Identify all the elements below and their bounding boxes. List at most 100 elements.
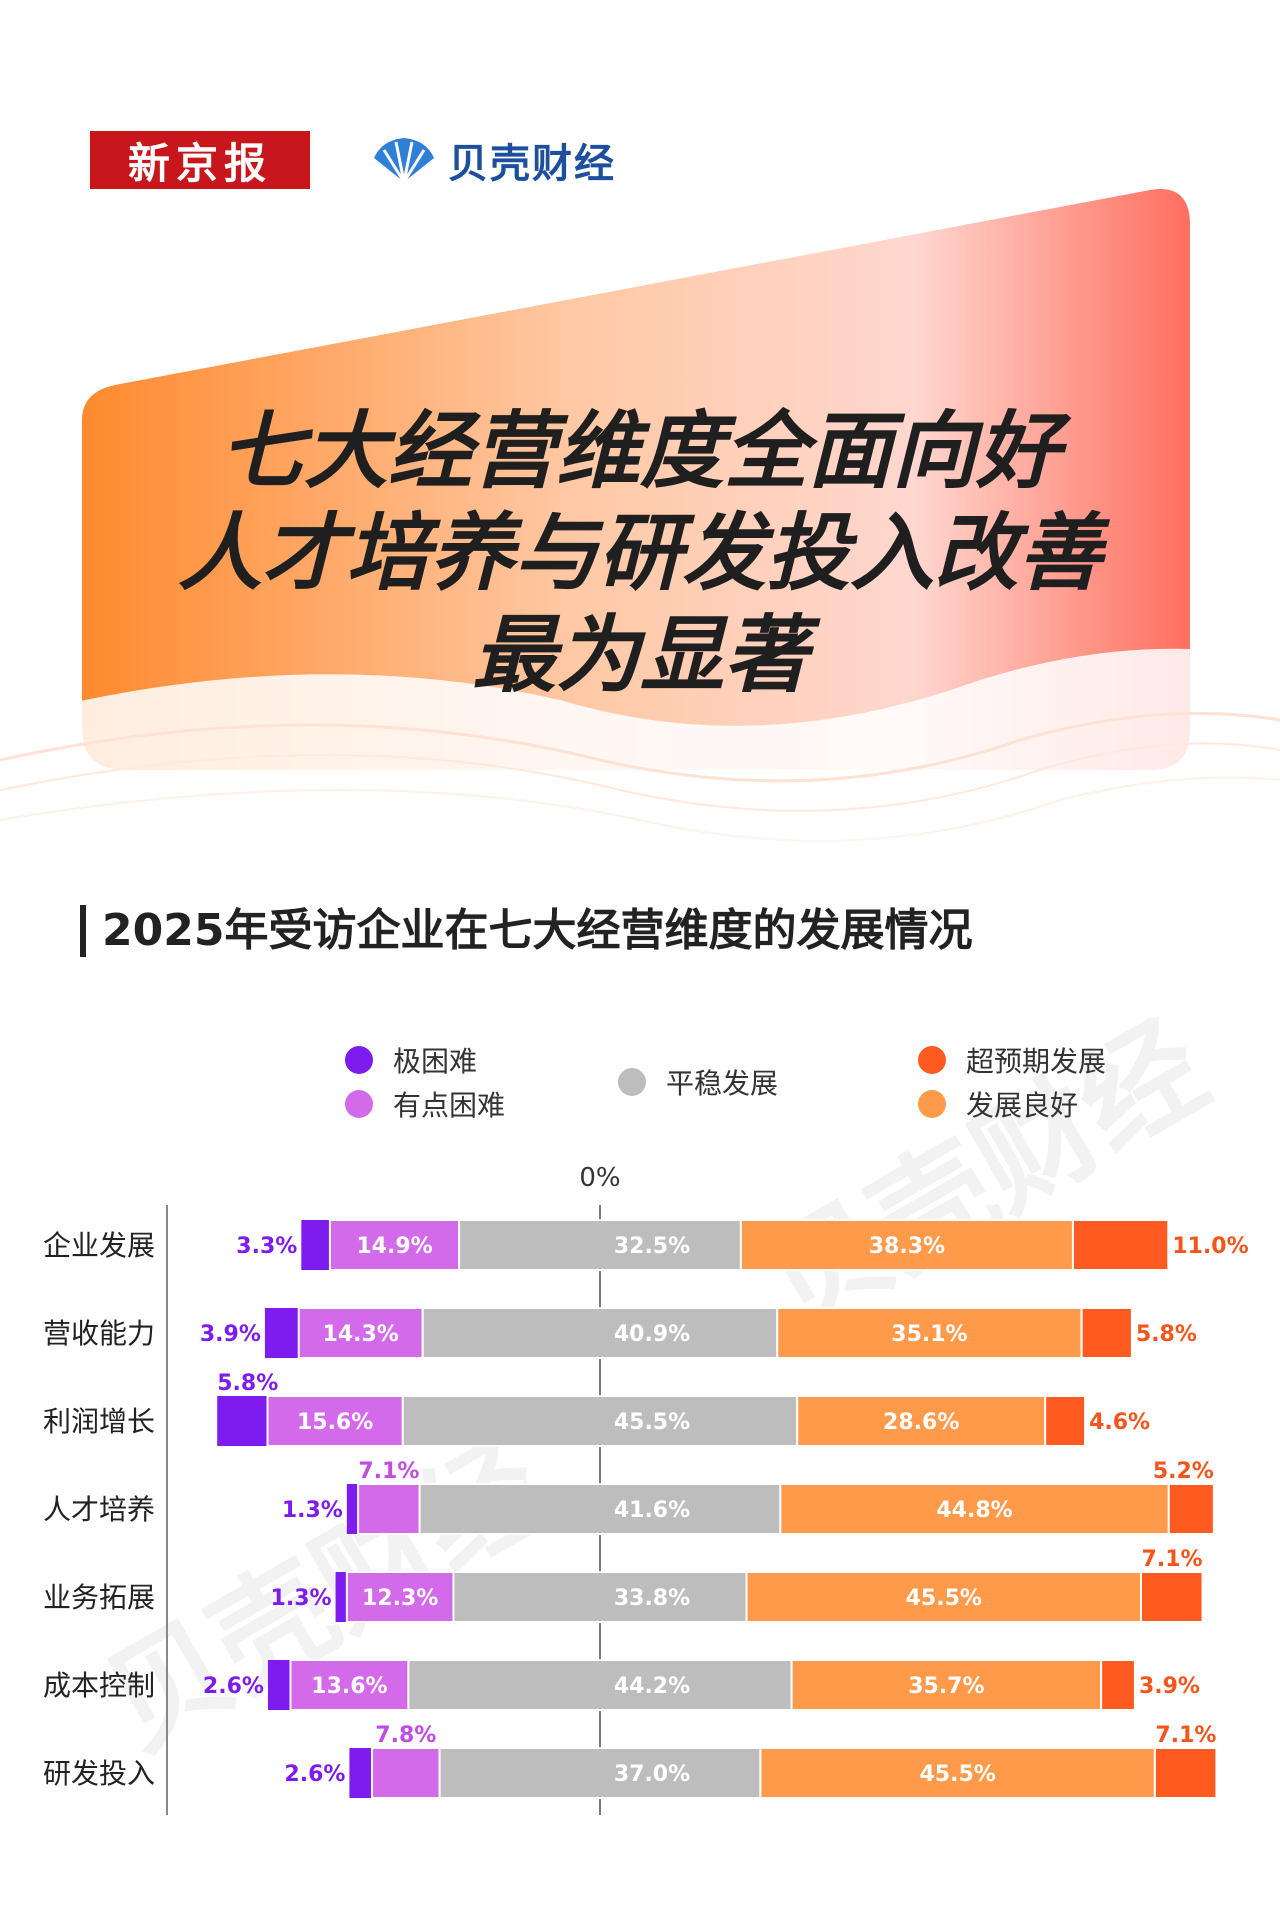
legend-swatch xyxy=(918,1090,946,1118)
bar-stable xyxy=(458,1219,742,1271)
bar-exceeds xyxy=(1071,1219,1170,1271)
data-label-exceeds: 7.1% xyxy=(1155,1723,1216,1748)
data-label-exceeds: 5.8% xyxy=(1136,1322,1197,1347)
bar-very-difficult xyxy=(217,1396,268,1446)
bar-somewhat-difficult xyxy=(266,1395,404,1447)
xinjingbao-logo: 新京报 xyxy=(90,131,310,189)
data-label-good: 28.6% xyxy=(883,1410,959,1435)
bar-exceeds xyxy=(1140,1571,1204,1623)
legend-swatch xyxy=(345,1090,373,1118)
data-label-very-difficult: 1.3% xyxy=(271,1586,332,1611)
bar-good xyxy=(776,1307,1083,1359)
bar-exceeds xyxy=(1100,1659,1136,1711)
legend-label: 超预期发展 xyxy=(966,1045,1107,1078)
bar-exceeds xyxy=(1080,1307,1133,1359)
data-label-good: 45.5% xyxy=(906,1586,982,1611)
headline-line-1: 七大经营维度全面向好 xyxy=(219,402,1060,500)
bar-very-difficult xyxy=(346,1484,359,1534)
data-label-very-difficult: 3.9% xyxy=(200,1322,261,1347)
legend-label: 平稳发展 xyxy=(666,1067,779,1100)
data-label-stable: 41.6% xyxy=(614,1498,690,1523)
bar-stable xyxy=(418,1483,782,1535)
chart-legend: 极困难 有点困难 平稳发展 超预期发展 发展良好 xyxy=(0,1040,1280,1140)
bar-stable xyxy=(407,1659,793,1711)
category-label: 利润增长 xyxy=(43,1405,155,1438)
bar-exceeds xyxy=(1044,1395,1087,1447)
data-label-stable: 32.5% xyxy=(614,1234,690,1259)
data-label-somewhat-difficult: 14.9% xyxy=(356,1234,432,1259)
data-label-good: 44.8% xyxy=(936,1498,1012,1523)
data-label-stable: 33.8% xyxy=(614,1586,690,1611)
legend-item-exceeds-expectation: 超预期发展 xyxy=(918,1040,1106,1080)
legend-item-very-difficult: 极困难 xyxy=(345,1040,477,1080)
bar-somewhat-difficult xyxy=(357,1483,421,1535)
legend-item-somewhat-difficult: 有点困难 xyxy=(345,1084,505,1124)
headline-line-2: 人才培养与研发投入改善 xyxy=(177,504,1102,602)
data-label-very-difficult: 3.3% xyxy=(236,1234,297,1259)
data-label-somewhat-difficult: 15.6% xyxy=(297,1410,373,1435)
category-label: 成本控制 xyxy=(43,1669,155,1702)
data-label-exceeds: 3.9% xyxy=(1139,1674,1200,1699)
bar-good xyxy=(796,1395,1047,1447)
data-label-very-difficult: 2.6% xyxy=(284,1762,345,1787)
data-label-exceeds: 11.0% xyxy=(1172,1234,1248,1259)
data-label-somewhat-difficult: 12.3% xyxy=(362,1586,438,1611)
data-label-exceeds: 5.2% xyxy=(1153,1459,1214,1484)
banner-background xyxy=(0,189,1280,900)
legend-label: 有点困难 xyxy=(393,1089,506,1122)
legend-swatch xyxy=(918,1046,946,1074)
category-label: 企业发展 xyxy=(43,1229,155,1262)
data-label-somewhat-difficult: 7.8% xyxy=(375,1723,436,1748)
bar-good xyxy=(759,1747,1156,1799)
bar-somewhat-difficult xyxy=(289,1659,410,1711)
bar-stable xyxy=(438,1747,762,1799)
beike-caijing-name: 贝壳财经 xyxy=(448,141,616,187)
legend-item-stable: 平稳发展 xyxy=(618,1062,778,1102)
data-label-exceeds: 7.1% xyxy=(1142,1547,1203,1572)
data-label-good: 38.3% xyxy=(869,1234,945,1259)
data-label-very-difficult: 1.3% xyxy=(282,1498,343,1523)
legend-label: 发展良好 xyxy=(966,1089,1079,1122)
data-label-somewhat-difficult: 13.6% xyxy=(311,1674,387,1699)
data-label-very-difficult: 5.8% xyxy=(217,1371,278,1396)
bar-stable xyxy=(401,1395,799,1447)
bar-good xyxy=(779,1483,1170,1535)
data-label-good: 35.1% xyxy=(891,1322,967,1347)
data-label-good: 35.7% xyxy=(908,1674,984,1699)
bar-very-difficult xyxy=(264,1308,299,1358)
headline: 七大经营维度全面向好 人才培养与研发投入改善 最为显著 xyxy=(140,400,1140,706)
data-label-somewhat-difficult: 7.1% xyxy=(358,1459,419,1484)
bar-stable xyxy=(421,1307,779,1359)
headline-line-3: 最为显著 xyxy=(471,606,808,704)
data-label-stable: 37.0% xyxy=(614,1762,690,1787)
legend-swatch xyxy=(345,1046,373,1074)
data-label-somewhat-difficult: 14.3% xyxy=(323,1322,399,1347)
legend-item-good: 发展良好 xyxy=(918,1084,1078,1124)
data-label-stable: 44.2% xyxy=(614,1674,690,1699)
chart-subtitle: 2025年受访企业在七大经营维度的发展情况 xyxy=(80,905,972,957)
data-label-exceeds: 4.6% xyxy=(1089,1410,1150,1435)
bar-very-difficult xyxy=(349,1748,372,1798)
legend-swatch xyxy=(618,1068,646,1096)
bar-exceeds xyxy=(1167,1483,1215,1535)
beike-caijing-logo: 贝壳财经 xyxy=(368,128,616,192)
data-label-good: 45.5% xyxy=(919,1762,995,1787)
bar-somewhat-difficult xyxy=(345,1571,455,1623)
bar-somewhat-difficult xyxy=(370,1747,441,1799)
bar-good xyxy=(790,1659,1103,1711)
data-label-stable: 45.5% xyxy=(614,1410,690,1435)
bar-exceeds xyxy=(1153,1747,1218,1799)
category-label: 业务拓展 xyxy=(43,1581,155,1614)
bar-stable xyxy=(452,1571,748,1623)
category-label: 人才培养 xyxy=(43,1493,155,1526)
bar-very-difficult xyxy=(267,1660,291,1710)
data-label-stable: 40.9% xyxy=(614,1322,690,1347)
data-label-very-difficult: 2.6% xyxy=(203,1674,264,1699)
legend-label: 极困难 xyxy=(393,1045,478,1078)
category-label: 研发投入 xyxy=(43,1757,155,1790)
category-label: 营收能力 xyxy=(43,1317,155,1350)
bar-very-difficult xyxy=(301,1220,330,1270)
zero-tick-label: 0% xyxy=(579,1163,620,1193)
bar-very-difficult xyxy=(335,1572,347,1622)
